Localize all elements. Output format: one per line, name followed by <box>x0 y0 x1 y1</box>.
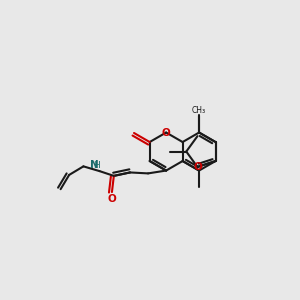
Text: O: O <box>108 194 116 204</box>
Text: CH₃: CH₃ <box>192 106 206 116</box>
Text: N: N <box>90 160 99 170</box>
Text: O: O <box>162 128 170 137</box>
Text: O: O <box>193 162 202 172</box>
Text: H: H <box>93 160 100 169</box>
